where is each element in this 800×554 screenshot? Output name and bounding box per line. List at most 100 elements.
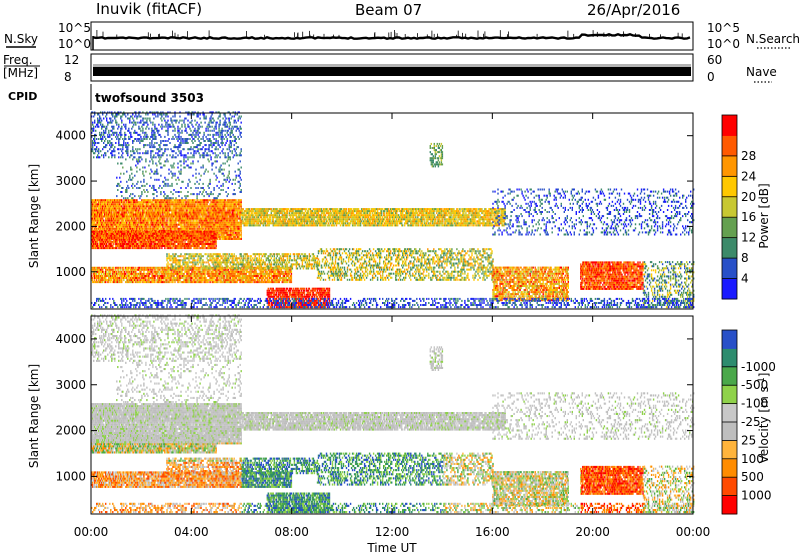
power-cell [215, 211, 217, 214]
power-cell [99, 227, 101, 230]
power-cell [265, 210, 267, 213]
power-cell [134, 207, 136, 210]
power-cell [182, 207, 184, 210]
power-cell [202, 223, 204, 226]
power-cell [384, 210, 386, 213]
power-cell [393, 212, 395, 215]
power-cell [136, 219, 138, 222]
power-cell [193, 207, 195, 210]
power-cell [119, 215, 121, 218]
power-cell [277, 220, 279, 223]
power-cell [177, 203, 179, 206]
power-cell [204, 203, 206, 206]
power-cell [329, 216, 332, 219]
power-cell [186, 205, 188, 208]
power-cell [137, 203, 139, 206]
power-cell [123, 201, 125, 204]
power-cell [130, 215, 132, 218]
power-cell [193, 215, 195, 218]
power-cell [204, 201, 206, 204]
power-cell [376, 210, 379, 213]
power-cell [197, 211, 199, 214]
power-cell [129, 199, 131, 202]
power-cell [333, 224, 336, 227]
power-cell [135, 209, 137, 212]
power-cell [126, 199, 128, 202]
power-cell [176, 215, 178, 218]
power-cell [106, 207, 108, 210]
power-cell [240, 231, 242, 234]
power-cell [450, 216, 452, 219]
power-cell [107, 215, 109, 218]
power-cell [232, 233, 234, 236]
power-cell [200, 201, 202, 204]
power-cell [140, 229, 142, 232]
power-cell [239, 209, 241, 212]
power-cell [150, 209, 152, 212]
power-cell [240, 223, 242, 226]
power-cell [233, 211, 235, 214]
power-cell [273, 212, 275, 215]
power-cell [218, 203, 220, 206]
power-cell [102, 223, 104, 226]
power-cell [92, 199, 94, 202]
power-cell [229, 229, 231, 232]
power-cell [115, 225, 117, 228]
power-cell [111, 215, 113, 218]
power-cell [94, 213, 96, 216]
power-cell [94, 217, 96, 220]
power-cell [138, 225, 140, 228]
power-cell [216, 236, 218, 238]
power-cell [172, 211, 174, 214]
power-cell [92, 223, 94, 226]
power-cell [147, 227, 149, 230]
power-cell [145, 221, 147, 224]
power-cell [138, 217, 140, 220]
power-cell [121, 213, 123, 216]
power-cell [232, 217, 234, 220]
power-cell [158, 221, 160, 224]
power-cell [173, 209, 175, 212]
power-cell [263, 210, 265, 213]
power-cell [150, 227, 152, 230]
power-cell [226, 207, 228, 210]
power-cell [156, 205, 158, 208]
power-cell [236, 207, 238, 210]
power-cell [185, 207, 187, 210]
power-cell [188, 221, 190, 224]
power-cell [146, 238, 148, 240]
power-cell [185, 213, 187, 216]
power-cell [106, 199, 108, 202]
power-cell [260, 210, 262, 213]
power-cell [232, 201, 234, 204]
power-cell [248, 210, 250, 213]
power-cell [101, 213, 103, 216]
power-cell [114, 227, 116, 230]
power-cell [144, 219, 146, 222]
power-cell [117, 217, 119, 220]
power-cell [135, 223, 137, 226]
power-cell [237, 238, 239, 240]
power-cell [252, 218, 254, 221]
power-cell [217, 233, 219, 236]
power-cell [140, 205, 142, 208]
power-cell [178, 209, 180, 212]
power-cell [228, 215, 230, 218]
power-cell [190, 205, 192, 208]
power-cell [240, 203, 242, 206]
power-cell [98, 219, 100, 222]
power-cell [167, 213, 169, 216]
power-cell [479, 224, 481, 227]
power-cell [149, 199, 151, 202]
power-cell [197, 205, 199, 208]
power-cell [111, 219, 113, 222]
power-cell [131, 215, 133, 218]
power-cell [113, 215, 115, 218]
power-cell [212, 211, 214, 214]
power-cell [241, 208, 243, 211]
power-cell [139, 207, 141, 210]
power-cell [140, 213, 142, 216]
power-cell [95, 207, 97, 210]
power-cell [136, 223, 138, 226]
power-cell [231, 219, 233, 222]
